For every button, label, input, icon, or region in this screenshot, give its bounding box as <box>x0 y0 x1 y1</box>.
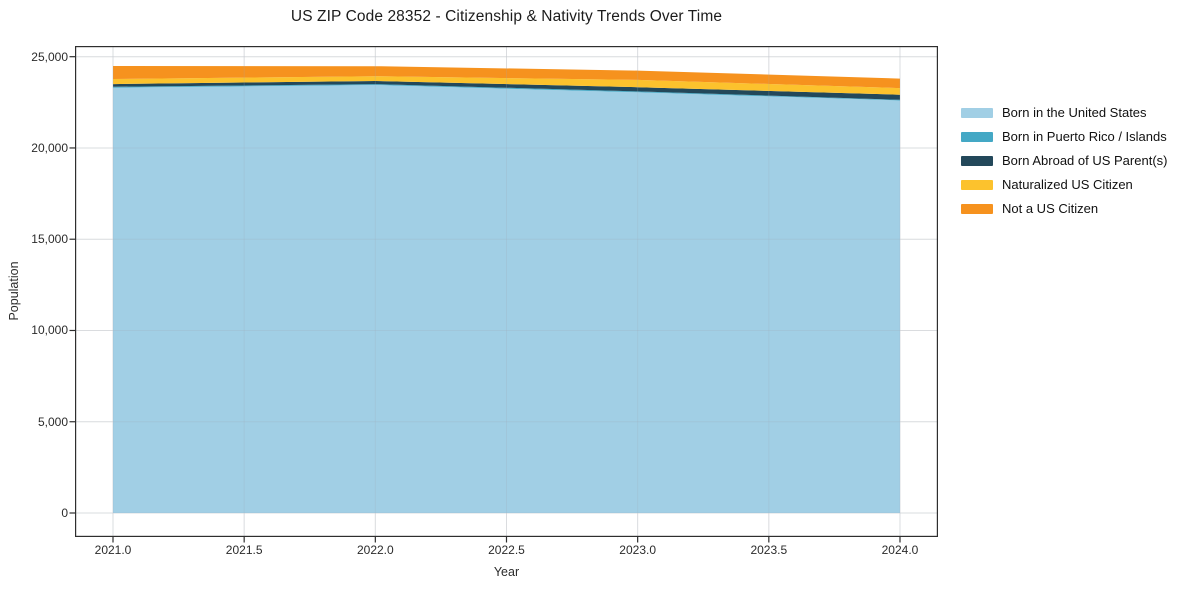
legend-label: Born in the United States <box>1002 105 1147 120</box>
chart-title: US ZIP Code 28352 - Citizenship & Nativi… <box>290 8 723 25</box>
y-tick-label: 15,000 <box>31 232 68 247</box>
plot-frame <box>75 46 938 537</box>
y-tick-label: 20,000 <box>31 140 68 155</box>
legend-item: Born in the United States <box>961 105 1167 120</box>
y-tick-label: 5,000 <box>37 414 68 429</box>
legend-item: Naturalized US Citizen <box>961 177 1167 192</box>
legend-swatch <box>961 203 993 214</box>
legend-label: Naturalized US Citizen <box>1002 177 1133 192</box>
plot-area <box>69 46 938 543</box>
legend-swatch <box>961 131 993 142</box>
area-series <box>113 81 900 100</box>
x-tick-label: 2023.0 <box>619 543 657 557</box>
y-tick-label: 0 <box>61 506 68 520</box>
area-series <box>113 85 900 513</box>
x-axis-label: Year <box>493 565 520 579</box>
y-tick-label: 10,000 <box>31 323 68 338</box>
x-tick-label: 2021.5 <box>225 543 263 557</box>
x-tick-label: 2022.0 <box>356 543 394 557</box>
legend-label: Born Abroad of US Parent(s) <box>1002 153 1168 168</box>
area-series <box>113 66 900 89</box>
legend-label: Not a US Citizen <box>1002 201 1099 216</box>
legend-swatch <box>961 155 993 166</box>
x-tick-label: 2021.0 <box>94 543 132 557</box>
y-axis-label: Population <box>7 261 21 321</box>
legend-swatch <box>961 179 993 190</box>
legend-item: Born Abroad of US Parent(s) <box>961 153 1168 168</box>
legend-swatch <box>961 107 993 118</box>
chart-canvas <box>69 46 938 543</box>
x-tick-label: 2023.5 <box>750 543 788 557</box>
y-tick-label: 25,000 <box>31 49 68 64</box>
legend-label: Born in Puerto Rico / Islands <box>1002 129 1167 144</box>
x-tick-label: 2022.5 <box>488 543 525 557</box>
area-series <box>113 76 900 95</box>
x-tick-label: 2024.0 <box>881 543 919 557</box>
legend-item: Born in Puerto Rico / Islands <box>961 129 1167 144</box>
legend-item: Not a US Citizen <box>961 201 1167 216</box>
legend: Born in the United States Born in Puerto … <box>961 105 1168 216</box>
